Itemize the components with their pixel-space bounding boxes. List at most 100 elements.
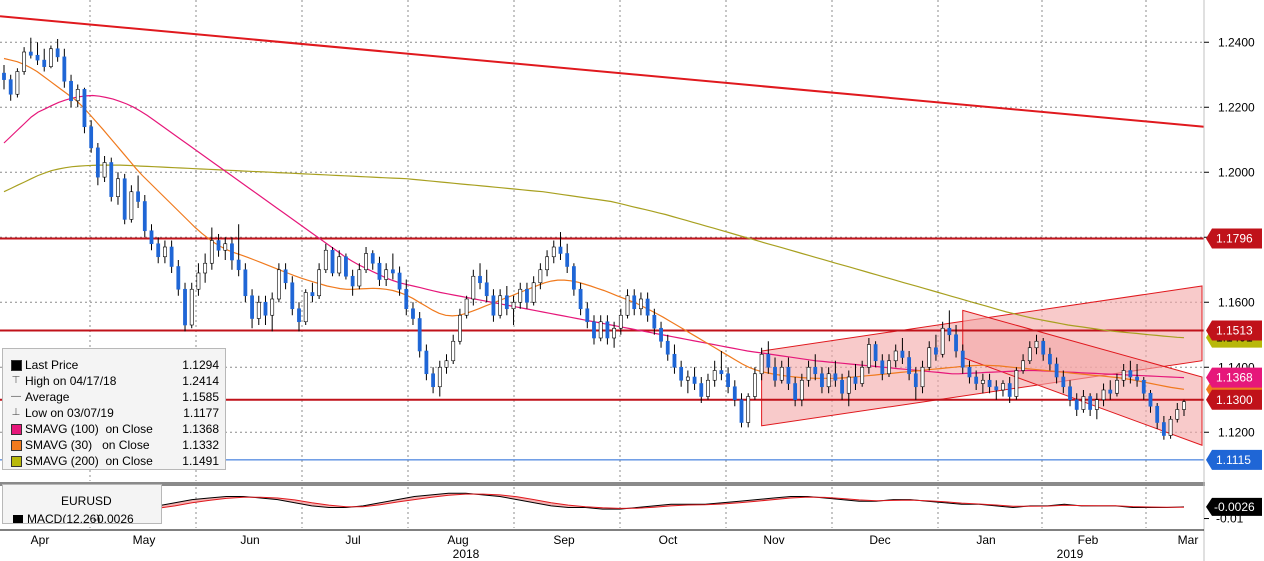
legend-label: Last Price: [25, 358, 79, 372]
candle-body: [1121, 370, 1126, 381]
candle-body: [732, 386, 737, 401]
candle-body: [1014, 370, 1019, 397]
candle-body: [511, 301, 516, 310]
candle-body: [109, 162, 114, 197]
candle-body: [28, 51, 33, 56]
candle-body: [102, 162, 107, 178]
candle-body: [853, 376, 858, 384]
falling-channel: [962, 309, 1203, 446]
candle-body: [417, 318, 422, 352]
candle-body: [55, 48, 60, 58]
candle-body: [89, 126, 94, 149]
candle-body: [779, 366, 784, 381]
candle-body: [645, 298, 650, 316]
candle-body: [920, 366, 925, 388]
macd-fill: [311, 502, 329, 508]
y-tick-label: 1.2400: [1218, 35, 1255, 49]
x-month-label: Jan: [976, 533, 995, 547]
candle-body: [42, 59, 47, 67]
candle-body: [1182, 401, 1186, 410]
candle-body: [974, 376, 979, 384]
candle-body: [49, 48, 53, 67]
macd-fill: [175, 499, 193, 506]
candle-body: [1161, 422, 1166, 436]
candle-body: [1061, 376, 1066, 388]
candle-body: [250, 295, 254, 319]
candle-body: [1027, 347, 1032, 362]
candle-body: [209, 240, 214, 264]
x-year-label: 2019: [1057, 547, 1084, 561]
candle-body: [1155, 405, 1160, 423]
candle-body: [189, 288, 194, 326]
x-month-label: Jul: [345, 533, 360, 547]
candle-body: [551, 246, 556, 258]
macd-fill: [517, 496, 535, 503]
x-month-label: Feb: [1078, 533, 1099, 547]
x-month-label: Oct: [659, 533, 678, 547]
candle-body: [940, 327, 945, 355]
sma-200-line: [3, 164, 1185, 339]
legend-value: 1.1491: [182, 454, 219, 468]
x-month-label: Nov: [763, 533, 784, 547]
macd-fill: [192, 498, 210, 503]
level-tag-label: 1.1513: [1216, 324, 1253, 338]
candle-body: [377, 262, 382, 280]
level-tag: [1206, 320, 1262, 341]
candle-body: [223, 243, 228, 251]
candle-body: [1168, 418, 1173, 436]
candle-body: [1081, 396, 1086, 410]
legend-row: SMAVG (200) on Close 1.1491: [3, 453, 225, 469]
candle-body: [739, 399, 744, 423]
candle-body: [75, 89, 80, 102]
candle-body: [558, 246, 563, 254]
candle-body: [1001, 383, 1005, 391]
signal-line: [3, 493, 1184, 513]
legend-label: SMAVG (100) on Close: [25, 422, 153, 436]
candle-body: [685, 376, 690, 381]
candle-body: [15, 71, 20, 95]
x-month-label: Apr: [31, 533, 50, 547]
level-tag: [1206, 449, 1262, 470]
candle-body: [230, 243, 234, 261]
y-tick-label: 1.1200: [1218, 425, 1255, 439]
candle-body: [491, 295, 496, 316]
candle-body: [813, 366, 818, 375]
candle-body: [478, 275, 482, 284]
candle-body: [592, 321, 596, 339]
macd-legend-value: -0.0026: [93, 512, 134, 524]
candle-body: [1128, 370, 1133, 378]
legend-swatch: [11, 360, 22, 371]
candle-body: [773, 366, 777, 381]
candle-body: [934, 347, 938, 355]
candle-body: [605, 321, 610, 339]
candle-body: [364, 253, 368, 271]
price-legend: Last Price 1.1294 ⊤ High on 04/17/18 1.2414—…: [2, 348, 226, 470]
legend-swatch: [11, 456, 22, 467]
candle-body: [712, 370, 717, 381]
candle-body: [35, 54, 40, 61]
legend-label: Average: [25, 390, 70, 404]
candle-body: [927, 347, 932, 368]
candle-body: [960, 350, 965, 368]
candle-body: [317, 269, 322, 297]
long-trendline: [0, 15, 1205, 128]
x-month-label: May: [133, 533, 156, 547]
panel-separator: [0, 482, 1205, 486]
candle-body: [323, 249, 328, 271]
candle-body: [1054, 363, 1059, 378]
candle-body: [431, 373, 435, 388]
candle-body: [706, 379, 710, 397]
sma-100-tag: [1206, 367, 1262, 388]
candle-body: [350, 275, 355, 287]
sma-100-tag-label: 1.1368: [1216, 371, 1253, 385]
candle-body: [826, 373, 831, 388]
level-tag: [1206, 228, 1262, 249]
candle-body: [444, 360, 449, 368]
candle-body: [692, 376, 697, 384]
candle-body: [216, 240, 221, 251]
candle-body: [632, 295, 637, 310]
macd-fill: [431, 493, 449, 498]
candle-body: [1034, 340, 1039, 349]
macd-legend-title: EURUSD: [61, 494, 112, 508]
